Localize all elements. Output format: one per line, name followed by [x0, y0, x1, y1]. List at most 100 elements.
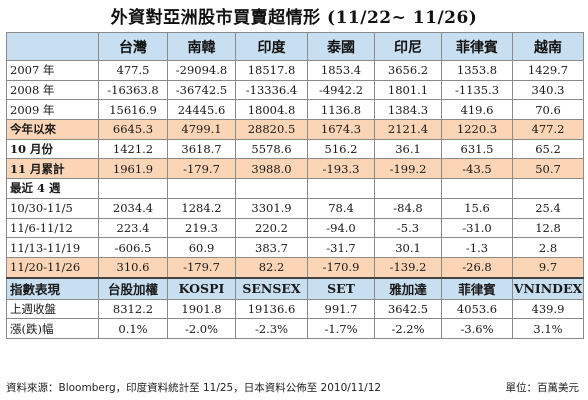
- header-cell: 菲律賓: [441, 32, 513, 61]
- table-cell: -36742.5: [167, 79, 236, 101]
- table-cell: -179.7: [167, 158, 236, 180]
- table-cell: [441, 178, 513, 199]
- table-cell: 516.2: [307, 138, 375, 160]
- table-row: 2007 年 477.5 -29094.8 18517.8 1853.4 3656.2 13…: [6, 60, 584, 81]
- table-cell: 3988.0: [235, 158, 308, 180]
- table-cell: 2.8: [512, 237, 584, 258]
- table-cell: 477.5: [98, 60, 168, 81]
- table-cell: 1284.2: [167, 197, 236, 219]
- table-cell: -199.2: [374, 158, 442, 180]
- table-row: 11 月累計 1961.9 -179.7 3988.0 -193.3 -199.2 -43.…: [6, 158, 584, 180]
- table-cell: 6645.3: [98, 119, 168, 140]
- table-cell: 631.5: [441, 138, 513, 160]
- table-cell: [167, 178, 236, 199]
- index-header-label: 指數表現: [6, 276, 99, 300]
- row-label: 11/20-11/26: [6, 256, 99, 279]
- table-cell: 9.7: [512, 256, 584, 279]
- header-cell: 印尼: [374, 32, 442, 61]
- index-table-body: 上週收盤 8312.2 1901.8 19136.6 991.7 3642.5 4053.6…: [6, 298, 584, 339]
- table-row: 11/20-11/26 310.6 -179.7 82.2 -170.9 -139.2 -2…: [6, 256, 584, 279]
- table-row: 最近 4 週: [6, 178, 584, 199]
- table-cell: 25.4: [512, 197, 584, 219]
- table-cell: -1.3: [441, 237, 513, 258]
- table-cell: 78.4: [307, 197, 375, 219]
- table-cell: 60.9: [167, 237, 236, 258]
- header-corner-cell: [6, 32, 99, 61]
- header-cell: 越南: [512, 32, 584, 61]
- table-row: 上週收盤 8312.2 1901.8 19136.6 991.7 3642.5 4053.6…: [6, 298, 584, 320]
- table-row: 漲(跌)幅 0.1% -2.0% -2.3% -1.7% -2.2% -3.6% 3.1%: [6, 318, 584, 339]
- index-header-cell: VNINDEX: [512, 276, 584, 300]
- row-label: 11/6-11/12: [6, 217, 99, 239]
- table-cell: 3.1%: [512, 318, 584, 339]
- table-cell: 2121.4: [374, 119, 442, 140]
- table-cell: [235, 178, 308, 199]
- footer: 資料來源：Bloomberg，印度資料統計至 11/25，日本資料公佈至 201…: [6, 380, 583, 395]
- table-cell: 82.2: [235, 256, 308, 279]
- table-cell: -31.7: [307, 237, 375, 258]
- row-label: 今年以來: [6, 119, 99, 140]
- table-cell: 5578.6: [235, 138, 308, 160]
- table-cell: 3656.2: [374, 60, 442, 81]
- table-cell: 1384.3: [374, 99, 442, 121]
- unit-note: 單位：百萬美元: [505, 382, 580, 394]
- table-row: 10 月份 1421.2 3618.7 5578.6 516.2 36.1 631.5 65.…: [6, 138, 584, 160]
- table-cell: 310.6: [98, 256, 168, 279]
- table-cell: 12.8: [512, 217, 584, 239]
- table-cell: -94.0: [307, 217, 375, 239]
- index-header-cell: KOSPI: [167, 276, 236, 300]
- table-cell: 28820.5: [235, 119, 308, 140]
- table-cell: -31.0: [441, 217, 513, 239]
- row-label: 最近 4 週: [6, 178, 99, 199]
- table-cell: -170.9: [307, 256, 375, 279]
- table-cell: -193.3: [307, 158, 375, 180]
- table-cell: 991.7: [307, 298, 375, 320]
- table-cell: 36.1: [374, 138, 442, 160]
- header-cell: 台灣: [98, 32, 168, 61]
- row-label: 10/30-11/5: [6, 197, 99, 219]
- row-label: 2007 年: [6, 60, 99, 81]
- table-header-row: 台灣 南韓 印度 泰國 印尼 菲律賓 越南: [6, 32, 584, 61]
- table-row: 11/13-11/19 -606.5 60.9 383.7 -31.7 30.1 -1.3 2…: [6, 237, 584, 258]
- table-cell: -13336.4: [235, 79, 308, 101]
- table-cell: -606.5: [98, 237, 168, 258]
- table-cell: 1353.8: [441, 60, 513, 81]
- index-header-cell: SENSEX: [235, 276, 308, 300]
- row-label: 上週收盤: [6, 298, 99, 320]
- page-title: 外資對亞洲股市買賣超情形 (11/22~ 11/26): [110, 8, 478, 28]
- table-cell: [374, 178, 442, 199]
- table-cell: -16363.8: [98, 79, 168, 101]
- index-header-cell: 菲律賓: [441, 276, 513, 300]
- table-cell: 70.6: [512, 99, 584, 121]
- table-cell: 419.6: [441, 99, 513, 121]
- table-row: 11/6-11/12 223.4 219.3 220.2 -94.0 -5.3 -31.0 1…: [6, 217, 584, 239]
- table-cell: 220.2: [235, 217, 308, 239]
- table-cell: 65.2: [512, 138, 584, 160]
- table-cell: 0.1%: [98, 318, 168, 339]
- table-cell: -29094.8: [167, 60, 236, 81]
- table-cell: -1135.3: [441, 79, 513, 101]
- table-cell: 477.2: [512, 119, 584, 140]
- table-cell: -2.2%: [374, 318, 442, 339]
- table-cell: 3618.7: [167, 138, 236, 160]
- table-cell: 15616.9: [98, 99, 168, 121]
- table-cell: 383.7: [235, 237, 308, 258]
- table-cell: 8312.2: [98, 298, 168, 320]
- table-cell: 3642.5: [374, 298, 442, 320]
- table-cell: 4053.6: [441, 298, 513, 320]
- table-cell: -3.6%: [441, 318, 513, 339]
- table-row: 2009 年 15616.9 24445.6 18004.8 1136.8 1384.3 4…: [6, 99, 584, 121]
- table-row: 2008 年 -16363.8 -36742.5 -13336.4 -4942.2 180…: [6, 79, 584, 101]
- table-cell: 50.7: [512, 158, 584, 180]
- table-cell: -84.8: [374, 197, 442, 219]
- table-cell: 30.1: [374, 237, 442, 258]
- header-cell: 泰國: [307, 32, 375, 61]
- table-cell: -26.8: [441, 256, 513, 279]
- table-cell: 2034.4: [98, 197, 168, 219]
- table-cell: [98, 178, 168, 199]
- table-cell: -43.5: [441, 158, 513, 180]
- row-label: 11 月累計: [6, 158, 99, 180]
- table-cell: 1421.2: [98, 138, 168, 160]
- row-label: 10 月份: [6, 138, 99, 160]
- table-cell: -2.0%: [167, 318, 236, 339]
